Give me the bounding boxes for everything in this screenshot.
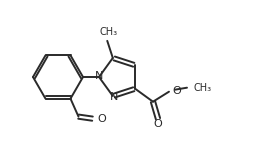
Text: CH₃: CH₃ — [99, 27, 117, 37]
Text: O: O — [172, 86, 181, 96]
Text: N: N — [110, 92, 118, 102]
Text: O: O — [154, 119, 162, 129]
Text: N: N — [95, 71, 103, 81]
Text: CH₃: CH₃ — [194, 83, 212, 93]
Text: O: O — [98, 114, 106, 124]
